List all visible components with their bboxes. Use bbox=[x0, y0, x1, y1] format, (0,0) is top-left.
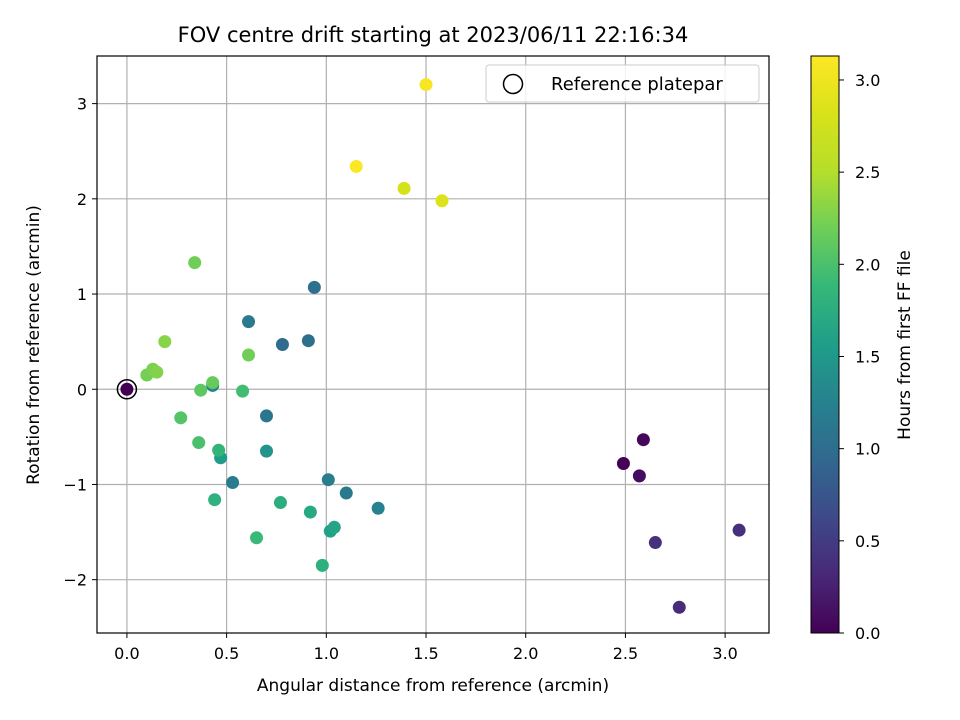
chart-title: FOV centre drift starting at 2023/06/11 … bbox=[178, 23, 689, 47]
x-tick-label: 2.0 bbox=[513, 644, 538, 663]
y-tick-label: 2 bbox=[77, 190, 87, 209]
x-tick-label: 3.0 bbox=[712, 644, 737, 663]
scatter-point bbox=[632, 469, 646, 483]
scatter-point bbox=[259, 444, 273, 458]
scatter-point bbox=[188, 256, 202, 270]
scatter-point bbox=[208, 493, 222, 507]
scatter-point bbox=[259, 409, 273, 423]
scatter-point bbox=[648, 536, 662, 550]
y-tick-label: −2 bbox=[63, 571, 87, 590]
plot-frame bbox=[96, 55, 770, 634]
scatter-point bbox=[349, 159, 363, 173]
colorbar-tick-label: 0.0 bbox=[855, 624, 880, 643]
scatter-point bbox=[397, 181, 411, 195]
y-axis-ticks: −2 −1 0 1 2 3 bbox=[63, 95, 97, 590]
scatter-point bbox=[419, 78, 433, 92]
grid-lines bbox=[97, 56, 769, 633]
y-tick-label: 3 bbox=[77, 95, 87, 114]
colorbar-tick-label: 2.0 bbox=[855, 255, 880, 274]
scatter-point bbox=[303, 505, 317, 519]
x-tick-label: 2.5 bbox=[613, 644, 638, 663]
scatter-point bbox=[672, 600, 686, 614]
colorbar-tick-label: 0.5 bbox=[855, 532, 880, 551]
scatter-point bbox=[158, 335, 172, 349]
scatter-point bbox=[275, 338, 289, 351]
y-tick-label: −1 bbox=[63, 475, 87, 494]
colorbar-label: Hours from first FF file bbox=[895, 250, 915, 440]
scatter-point bbox=[616, 457, 630, 471]
scatter-point bbox=[120, 382, 134, 396]
colorbar-tick-label: 1.0 bbox=[855, 440, 880, 459]
scatter-point bbox=[206, 376, 220, 390]
scatter-point bbox=[307, 280, 321, 294]
scatter-point bbox=[236, 384, 250, 398]
x-tick-label: 1.5 bbox=[413, 644, 438, 663]
y-axis-label: Rotation from reference (arcmin) bbox=[24, 205, 44, 485]
scatter-point bbox=[371, 501, 385, 515]
legend-marker-icon bbox=[502, 73, 524, 95]
scatter-point bbox=[174, 411, 188, 425]
scatter-point bbox=[150, 365, 164, 379]
colorbar bbox=[810, 55, 840, 634]
scatter-point bbox=[212, 443, 226, 457]
colorbar-tick-label: 3.0 bbox=[855, 71, 880, 90]
colorbar-tick-label: 2.5 bbox=[855, 163, 880, 182]
scatter-point bbox=[732, 523, 746, 537]
scatter-point bbox=[242, 315, 256, 329]
y-tick-label: 1 bbox=[77, 285, 87, 304]
scatter-point bbox=[339, 486, 353, 500]
scatter-point bbox=[636, 433, 650, 447]
reference-marker bbox=[116, 379, 138, 400]
colorbar-ticks: 0.0 0.5 1.0 1.5 2.0 2.5 3.0 bbox=[839, 71, 880, 643]
x-tick-label: 1.0 bbox=[314, 644, 339, 663]
legend-entry-reference: Reference platepar bbox=[551, 74, 723, 95]
scatter-point bbox=[321, 473, 335, 487]
x-tick-label: 0.0 bbox=[114, 644, 139, 663]
scatter-point bbox=[194, 383, 208, 397]
scatter-point bbox=[327, 520, 341, 534]
colorbar-tick-label: 1.5 bbox=[855, 347, 880, 366]
scatter-point bbox=[435, 194, 449, 208]
legend-box bbox=[485, 64, 760, 103]
scatter-point bbox=[250, 531, 264, 545]
y-tick-label: 0 bbox=[77, 380, 87, 399]
scatter-point bbox=[273, 496, 287, 510]
legend: Reference platepar bbox=[485, 64, 760, 103]
scatter-points bbox=[116, 78, 746, 614]
scatter-point bbox=[301, 334, 315, 348]
scatter-point bbox=[242, 348, 256, 362]
x-axis-label: Angular distance from reference (arcmin) bbox=[257, 676, 609, 696]
scatter-point bbox=[315, 558, 329, 572]
x-tick-label: 0.5 bbox=[214, 644, 239, 663]
scatter-point bbox=[192, 436, 206, 450]
scatter-point bbox=[226, 476, 240, 490]
x-axis-ticks: 0.0 0.5 1.0 1.5 2.0 2.5 3.0 bbox=[114, 633, 738, 663]
